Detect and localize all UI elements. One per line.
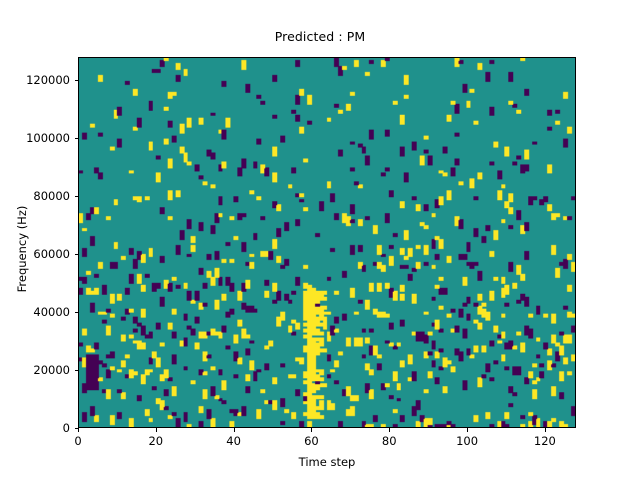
x-tick-mark: [389, 428, 391, 432]
x-axis-label: Time step: [298, 455, 356, 469]
x-tick-mark: [233, 428, 235, 432]
y-tick-mark: [74, 196, 78, 198]
y-tick-label: 0: [62, 421, 70, 435]
x-tick-label: 120: [533, 434, 556, 448]
y-tick-mark: [74, 370, 78, 372]
y-tick-mark: [74, 312, 78, 314]
y-axis-label: Frequency (Hz): [15, 205, 29, 293]
x-tick-label: 60: [304, 434, 319, 448]
x-tick-label: 40: [226, 434, 241, 448]
x-tick-mark: [78, 428, 79, 432]
y-tick-label: 100000: [26, 131, 70, 146]
x-tick-label: 100: [456, 434, 479, 448]
y-tick-label: 20000: [33, 363, 70, 378]
y-tick-mark: [74, 80, 78, 82]
x-tick-label: 80: [381, 434, 397, 448]
y-tick-mark: [74, 428, 78, 429]
y-tick-label: 40000: [33, 305, 70, 320]
y-tick-label: 60000: [33, 247, 70, 262]
heatmap-axes: [78, 57, 576, 428]
y-tick-label: 120000: [26, 73, 70, 88]
chart-title: Predicted : PM: [274, 29, 366, 44]
x-tick-mark: [467, 428, 469, 432]
x-tick-label: 20: [148, 434, 164, 448]
y-tick-label: 80000: [33, 189, 70, 204]
x-tick-label: 0: [74, 434, 82, 448]
y-tick-mark: [74, 254, 78, 256]
x-tick-mark: [544, 428, 546, 432]
x-tick-mark: [311, 428, 313, 432]
heatmap-image: [79, 58, 575, 427]
x-tick-mark: [155, 428, 157, 432]
y-tick-mark: [74, 138, 78, 140]
